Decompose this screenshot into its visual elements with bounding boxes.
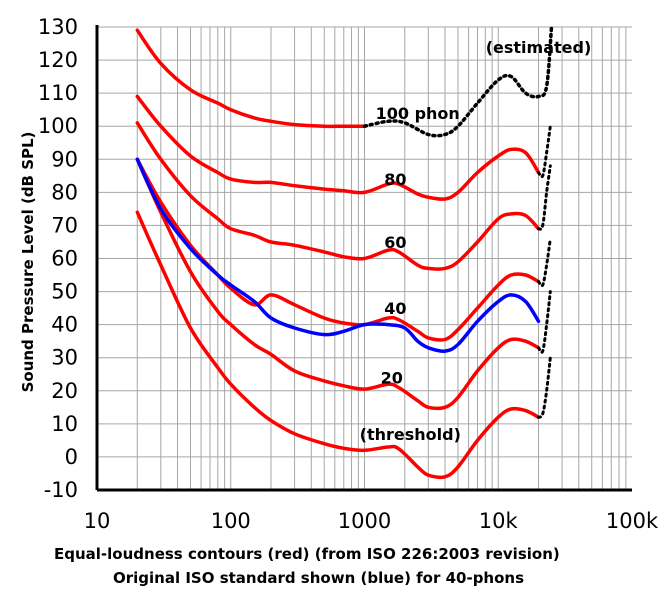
y-tick-label: 0 bbox=[65, 445, 78, 469]
y-tick-label: 130 bbox=[38, 15, 78, 39]
annotations: (estimated) 100 phon 80 60 40 20 (threshold) bbox=[360, 38, 592, 444]
estimated-tail bbox=[537, 290, 552, 354]
x-tick-label: 100 bbox=[211, 509, 251, 533]
y-tick-label: 50 bbox=[51, 280, 78, 304]
curve-annotation: (estimated) bbox=[486, 38, 592, 57]
y-tick-label: -10 bbox=[44, 478, 78, 502]
y-tick-label: 30 bbox=[51, 346, 78, 370]
y-tick-label: 100 bbox=[38, 114, 78, 138]
y-axis-label: Sound Pressure Level (dB SPL) bbox=[19, 132, 37, 393]
series-line-contour-4 bbox=[135, 94, 541, 201]
curve-annotation: 40 bbox=[384, 299, 406, 318]
curve-annotation: (threshold) bbox=[360, 425, 461, 444]
curve-annotation: 20 bbox=[381, 369, 403, 388]
curve-annotation: 100 phon bbox=[376, 104, 460, 123]
estimated-tail bbox=[537, 356, 552, 419]
y-tick-label: 110 bbox=[38, 81, 78, 105]
y-tick-label: 20 bbox=[51, 379, 78, 403]
x-axis-label-line2: Original ISO standard shown (blue) for 4… bbox=[113, 569, 524, 587]
curve-annotation: 60 bbox=[384, 233, 406, 252]
y-tick-label: 10 bbox=[51, 412, 78, 436]
series-line-contour-5 bbox=[135, 28, 367, 129]
series-line-contour-3 bbox=[135, 121, 541, 271]
series-line-contour-2 bbox=[135, 157, 541, 342]
estimated-tail bbox=[537, 124, 552, 179]
y-tick-label: 60 bbox=[51, 247, 78, 271]
x-tick-label: 10k bbox=[479, 509, 519, 533]
estimated-tail bbox=[537, 237, 552, 288]
x-tick-label: 10 bbox=[84, 509, 111, 533]
x-tick-label: 1000 bbox=[338, 509, 391, 533]
series-line-estimated bbox=[362, 25, 554, 138]
series-line-contour-1 bbox=[135, 157, 541, 411]
y-tick-label: 90 bbox=[51, 147, 78, 171]
y-tick-label: 70 bbox=[51, 213, 78, 237]
series-line-contour-0 bbox=[135, 210, 541, 480]
y-tick-label: 40 bbox=[51, 313, 78, 337]
axes bbox=[95, 25, 632, 492]
estimated-tail bbox=[537, 164, 552, 231]
curves bbox=[135, 25, 554, 480]
y-tick-label: 120 bbox=[38, 48, 78, 72]
x-tick-label: 100k bbox=[606, 509, 659, 533]
x-axis-label: Equal-loudness contours (red) (from ISO … bbox=[54, 545, 560, 563]
x-tick-labels: 10 100 1000 10k 100k bbox=[84, 509, 659, 533]
y-tick-label: 80 bbox=[51, 180, 78, 204]
curve-annotation: 80 bbox=[384, 170, 406, 189]
series-line-original-40 bbox=[135, 157, 541, 353]
